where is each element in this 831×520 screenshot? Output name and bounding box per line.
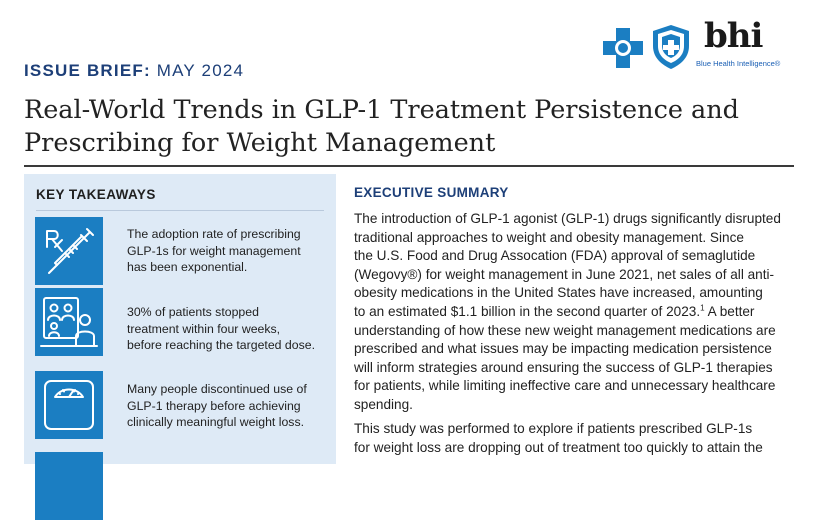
executive-summary-paragraph-2: This study was performed to explore if p… xyxy=(354,420,804,457)
title-line-1: Real-World Trends in GLP-1 Treatment Per… xyxy=(24,95,739,125)
takeaway-1-line-3: has been exponential. xyxy=(127,260,248,274)
next-takeaway-tile xyxy=(35,452,103,520)
key-takeaways-divider xyxy=(36,210,324,211)
takeaway-3-line-2: GLP-1 therapy before achieving xyxy=(127,398,301,413)
summary-line: for patients, while limiting ineffective… xyxy=(354,378,776,394)
takeaway-1-line-2: GLP-1s for weight management xyxy=(127,243,301,258)
blue-cross-logo-icon xyxy=(603,28,643,68)
summary-line: spending. xyxy=(354,396,413,412)
summary-line: The introduction of GLP-1 agonist (GLP-1… xyxy=(354,211,781,226)
title-line-2: Prescribing for Weight Management xyxy=(24,128,496,158)
issue-label: ISSUE BRIEF: xyxy=(24,61,151,80)
executive-summary-heading: EXECUTIVE SUMMARY xyxy=(354,185,509,200)
summary-line: obesity medications in the United States… xyxy=(354,285,763,301)
takeaway-1-line-1: The adoption rate of prescribing xyxy=(127,227,301,241)
takeaway-3-line-1: Many people discontinued use of xyxy=(127,382,307,396)
people-consultation-icon xyxy=(35,288,103,356)
blue-shield-logo-icon xyxy=(653,25,689,69)
takeaway-2-line-2: treatment within four weeks, xyxy=(127,321,281,336)
summary-line: understanding of how these new weight ma… xyxy=(354,322,776,338)
executive-summary-paragraph-1: The introduction of GLP-1 agonist (GLP-1… xyxy=(354,210,804,415)
title-rule xyxy=(24,165,794,167)
summary-line: will inform strategies around ensuring t… xyxy=(354,359,773,375)
takeaway-3-line-3: clinically meaningful weight loss. xyxy=(127,415,305,429)
summary-line: traditional approaches to weight and obe… xyxy=(354,229,744,245)
summary-line: the U.S. Food and Drug Assocation (FDA) … xyxy=(354,248,756,264)
summary-line: to an estimated $1.1 billion in the seco… xyxy=(354,303,701,319)
prescription-syringe-icon xyxy=(35,217,103,285)
takeaway-2-line-1: 30% of patients stopped xyxy=(127,305,259,319)
takeaway-item-3: Many people discontinued use of GLP-1 th… xyxy=(127,381,323,431)
takeaway-2-line-3: before reaching the targeted dose. xyxy=(127,338,316,352)
takeaway-item-1: The adoption rate of prescribing GLP-1s … xyxy=(127,226,323,276)
takeaway-item-2: 30% of patients stopped treatment within… xyxy=(127,304,323,354)
scale-icon xyxy=(35,371,103,439)
summary-line: (Wegovy®) for weight management in June … xyxy=(354,266,775,282)
bhi-logo-subtitle: Blue Health Intelligence® xyxy=(696,59,781,68)
summary-line: This study was performed to explore if p… xyxy=(354,421,753,436)
summary-line: for weight loss are dropping out of trea… xyxy=(354,439,763,455)
summary-line-tail: A better xyxy=(704,303,755,319)
summary-line: prescribed and what issues may be impact… xyxy=(354,341,772,357)
key-takeaways-heading: KEY TAKEAWAYS xyxy=(36,187,156,202)
page-title: Real-World Trends in GLP-1 Treatment Per… xyxy=(24,94,804,160)
logo-group: bhi Blue Health Intelligence® xyxy=(601,16,811,74)
footnote-reference[interactable]: 1 xyxy=(700,303,705,313)
key-takeaways-panel: KEY TAKEAWAYS The adoption rate of presc… xyxy=(24,174,336,520)
issue-date: MAY 2024 xyxy=(156,61,245,80)
bhi-logo-text: bhi xyxy=(704,16,763,56)
issue-brief-label: ISSUE BRIEF: MAY 2024 xyxy=(24,61,244,81)
